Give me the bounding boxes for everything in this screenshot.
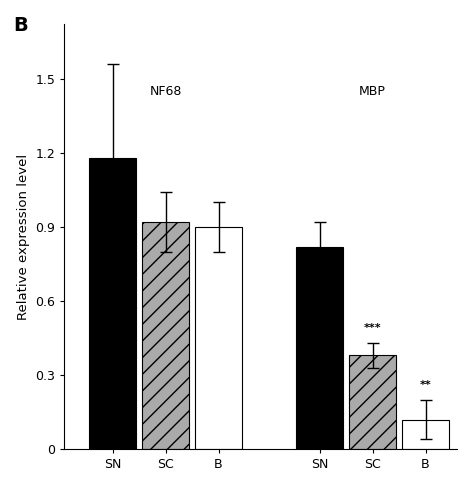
Bar: [296, 246, 343, 449]
Y-axis label: Relative expression level: Relative expression level: [17, 154, 30, 320]
Bar: [402, 420, 449, 449]
Text: NF68: NF68: [149, 85, 182, 98]
Bar: [349, 355, 396, 449]
Bar: [89, 158, 136, 449]
Bar: [142, 222, 189, 449]
Text: **: **: [419, 380, 431, 390]
Text: MBP: MBP: [359, 85, 386, 98]
Bar: [195, 227, 242, 449]
Text: ***: ***: [364, 323, 382, 333]
Text: B: B: [13, 16, 28, 35]
